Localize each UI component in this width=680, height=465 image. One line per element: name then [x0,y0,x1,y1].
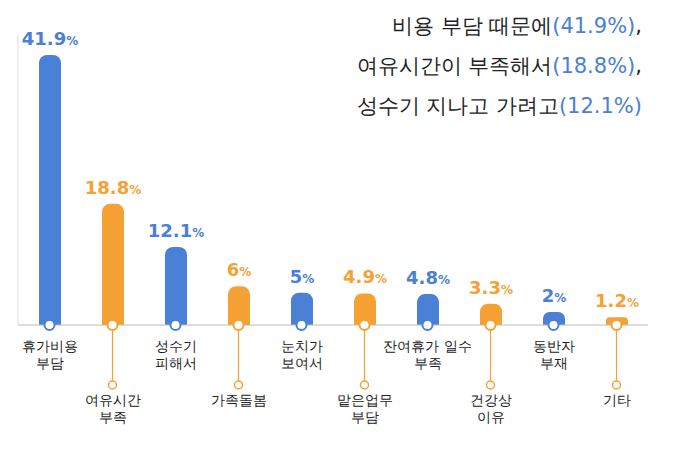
svg-text:성수기피해서: 성수기피해서 [155,338,197,371]
html-text:성수기 지나고 가려고(12.1%): 성수기 지나고 가려고(12.1%) [356,94,642,118]
svg-text:휴가비용부담: 휴가비용부담 [22,338,78,371]
svg-text:1.2%: 1.2% [595,290,639,311]
svg-text:여유시간부족: 여유시간부족 [85,392,141,425]
svg-text:기타: 기타 [603,392,631,408]
svg-text:가족돌봄: 가족돌봄 [211,392,267,408]
svg-text:12.1%: 12.1% [148,220,204,241]
svg-text:눈치가보여서: 눈치가보여서 [281,338,323,371]
svg-text:동반자부재: 동반자부재 [533,338,575,371]
svg-text:4.9%: 4.9% [343,266,387,287]
svg-text:건강상이유: 건강상이유 [470,392,512,425]
html-text:비용 부담 때문에(41.9%),: 비용 부담 때문에(41.9%), [391,14,642,38]
svg-text:6%: 6% [227,259,252,280]
svg-text:18.8%: 18.8% [85,177,141,198]
svg-text:잔여휴가 일수부족: 잔여휴가 일수부족 [383,338,471,371]
svg-text:41.9%: 41.9% [22,28,78,49]
svg-text:2%: 2% [542,285,567,306]
svg-text:4.8%: 4.8% [406,267,450,288]
svg-text:맡은업무부담: 맡은업무부담 [337,392,393,425]
html-text:여유시간이 부족해서(18.8%),: 여유시간이 부족해서(18.8%), [356,54,642,78]
svg-text:5%: 5% [290,266,315,287]
svg-text:3.3%: 3.3% [469,277,513,298]
